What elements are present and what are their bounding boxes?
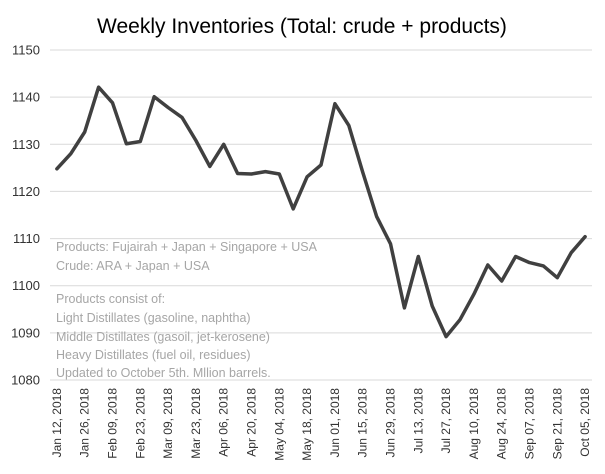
x-tick-label: Sep 21, 2018	[550, 388, 564, 460]
x-tick-label: May 18, 2018	[300, 388, 314, 461]
x-tick-label: Sep 07, 2018	[522, 388, 536, 460]
data-point	[362, 171, 364, 173]
x-tick-label: Jan 26, 2018	[78, 388, 92, 458]
data-point	[584, 236, 586, 238]
x-tick-label: Jul 13, 2018	[411, 388, 425, 454]
y-tick-label-1100: 1100	[12, 278, 40, 293]
data-point	[514, 255, 517, 258]
y-tick-label-1080: 1080	[11, 373, 40, 388]
annotation-products: Products: Fujairah + Japan + Singapore +…	[56, 240, 318, 254]
annotations: Products: Fujairah + Japan + Singapore +…	[56, 240, 318, 380]
data-point	[334, 103, 336, 105]
data-point	[431, 305, 433, 307]
data-point	[348, 124, 350, 127]
data-point	[56, 168, 58, 170]
data-point	[70, 153, 72, 155]
x-tick-label: Apr 06, 2018	[217, 388, 231, 457]
data-point	[487, 264, 489, 266]
data-point	[223, 143, 225, 145]
data-point	[195, 139, 197, 142]
data-point	[139, 140, 141, 143]
data-point	[111, 102, 114, 104]
data-point	[84, 131, 86, 133]
data-point	[278, 173, 280, 175]
x-tick-label: Jan 12, 2018	[50, 388, 64, 458]
x-tick-label: Aug 10, 2018	[467, 388, 481, 460]
x-tick-label: Feb 09, 2018	[106, 388, 120, 459]
data-point	[181, 116, 183, 119]
x-tick-label: Jun 15, 2018	[356, 388, 370, 458]
x-axis-ticks: Jan 12, 2018 Jan 26, 2018 Feb 09, 2018 Feb …	[50, 388, 592, 461]
data-point	[250, 173, 253, 175]
x-tick-label: Jul 27, 2018	[439, 388, 453, 454]
x-tick-label: Apr 20, 2018	[245, 388, 259, 457]
x-tick-label: Oct 05, 2018	[578, 388, 592, 457]
series-layer	[55, 85, 587, 339]
grid	[50, 49, 592, 381]
annotation-crude: Crude: ARA + Japan + USA	[56, 259, 210, 273]
data-point	[320, 164, 322, 166]
x-tick-label: Mar 23, 2018	[189, 388, 203, 459]
x-tick-label: Mar 09, 2018	[161, 388, 175, 459]
data-point	[473, 293, 475, 295]
annotation-middle-distillates: Middle Distillates (gasoil, jet-kerosene…	[56, 330, 270, 344]
annotation-products-consist: Products consist of:	[56, 292, 165, 306]
data-point	[292, 208, 294, 210]
chart-title: Weekly Inventories (Total: crude + produ…	[97, 15, 507, 38]
data-point	[556, 277, 558, 279]
data-point	[98, 86, 100, 88]
data-point	[306, 176, 308, 178]
data-point	[501, 280, 503, 282]
data-point	[459, 319, 461, 321]
y-tick-label-1140: 1140	[12, 90, 40, 105]
y-tick-label-1130: 1130	[12, 137, 40, 152]
data-point	[209, 165, 211, 168]
y-tick-label-1110: 1110	[13, 231, 40, 246]
x-tick-label: Feb 23, 2018	[133, 388, 147, 459]
annotation-updated: Updated to October 5th. Mllion barrels.	[56, 366, 271, 380]
data-point	[403, 307, 405, 309]
y-axis-ticks: 1080 1090 1100 1110 1120 1130 1140 1150	[11, 43, 40, 388]
data-point	[167, 106, 169, 109]
data-point	[237, 172, 239, 175]
y-tick-label-1090: 1090	[11, 325, 40, 340]
data-point	[445, 336, 447, 338]
data-point	[375, 215, 378, 218]
annotation-light-distillates: Light Distillates (gasoline, naphtha)	[56, 311, 251, 325]
data-point	[542, 265, 544, 267]
data-point	[570, 252, 572, 254]
x-tick-label: May 04, 2018	[272, 388, 286, 461]
x-tick-label: Jun 01, 2018	[328, 388, 342, 458]
data-point	[125, 143, 128, 145]
data-point	[417, 255, 419, 258]
annotation-heavy-distillates: Heavy Distillates (fuel oil, residues)	[56, 348, 251, 362]
x-tick-label: Aug 24, 2018	[495, 388, 509, 460]
data-point	[153, 96, 155, 98]
y-tick-label-1150: 1150	[12, 43, 40, 58]
x-tick-label: Jun 29, 2018	[383, 388, 397, 458]
y-tick-label-1120: 1120	[12, 184, 40, 199]
data-point	[389, 243, 392, 245]
data-point	[528, 262, 531, 264]
data-point	[264, 171, 267, 173]
